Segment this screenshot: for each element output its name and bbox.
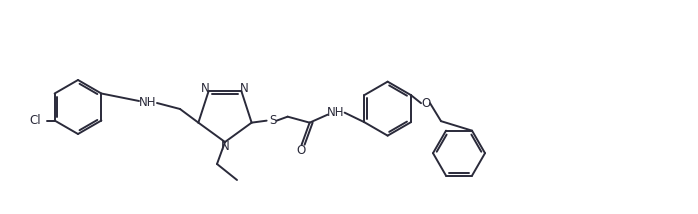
Text: N: N	[221, 140, 230, 153]
Text: Cl: Cl	[29, 114, 40, 127]
Text: S: S	[269, 114, 276, 127]
Text: N: N	[201, 82, 210, 95]
Text: N: N	[240, 82, 248, 95]
Text: NH: NH	[327, 106, 344, 119]
Text: O: O	[296, 144, 305, 157]
Text: NH: NH	[139, 95, 157, 108]
Text: O: O	[422, 97, 431, 110]
